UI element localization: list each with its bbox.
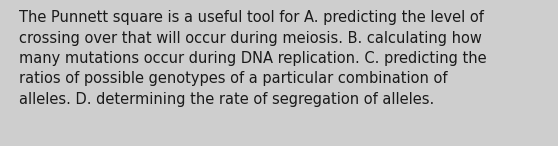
Text: The Punnett square is a useful tool for A. predicting the level of
crossing over: The Punnett square is a useful tool for …: [19, 10, 487, 107]
